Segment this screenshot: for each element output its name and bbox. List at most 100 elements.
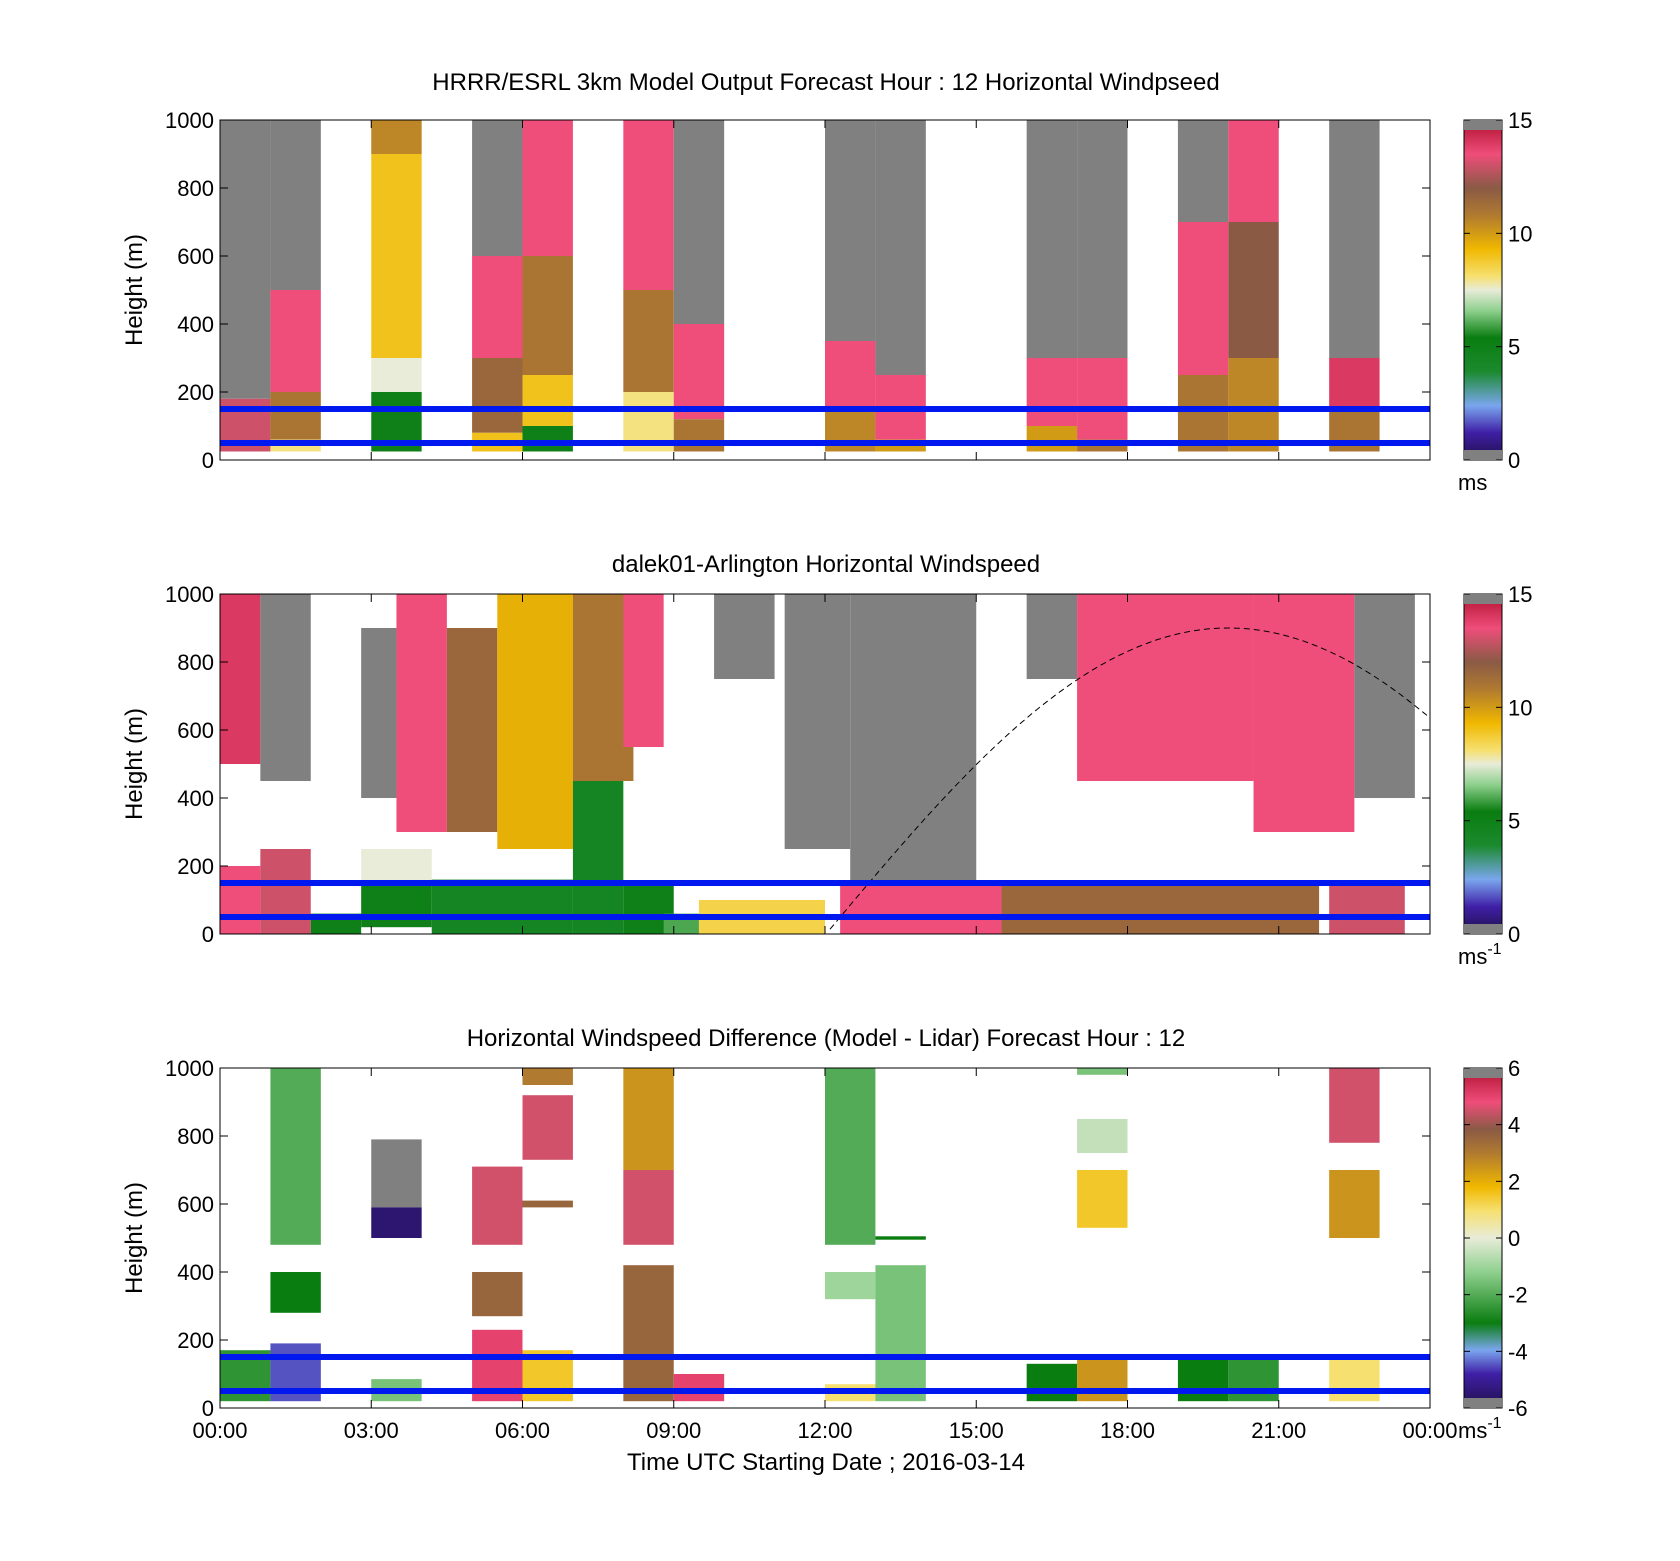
panel-difference: Horizontal Windspeed Difference (Model -…: [121, 1025, 1528, 1443]
forecast-cell: [270, 120, 321, 290]
measurement-cell: [1077, 594, 1254, 781]
measurement-cell: [1077, 1357, 1128, 1402]
forecast-cell: [623, 120, 674, 290]
colorbar-top-cap: [1464, 594, 1502, 604]
y-tick-label: 1000: [165, 1056, 214, 1081]
colorbar-tick-label: 5: [1508, 335, 1520, 360]
panel-difference-plot: [220, 1068, 1430, 1408]
y-tick-label: 0: [202, 1396, 214, 1421]
colorbar-tick-label: 5: [1508, 809, 1520, 834]
measurement-cell: [1228, 1357, 1279, 1402]
forecast-cell: [472, 358, 523, 433]
forecast-cell: [623, 290, 674, 392]
measurement-cell: [875, 1265, 926, 1402]
y-tick-label: 400: [177, 1260, 214, 1285]
panel-model-title: HRRR/ESRL 3km Model Output Forecast Hour…: [432, 69, 1219, 96]
forecast-cell: [522, 256, 573, 375]
y-tick-label: 600: [177, 1192, 214, 1217]
measurement-cell: [714, 594, 775, 679]
forecast-cell: [1026, 120, 1078, 358]
panel-lidar-y-ticks: 0 200 400 600 800 1000: [165, 582, 1430, 947]
colorbar-tick-label: 10: [1508, 221, 1532, 246]
measurement-cell: [522, 1095, 573, 1160]
forecast-cell: [522, 375, 573, 426]
colorbar-tick-label: 6: [1508, 1056, 1520, 1081]
forecast-cell: [875, 120, 926, 375]
colorbar-tick-label: 4: [1508, 1113, 1520, 1138]
y-tick-label: 1000: [165, 108, 214, 133]
y-tick-label: 800: [177, 176, 214, 201]
forecast-cell: [673, 419, 725, 452]
colorbar-bottom-cap: [1464, 924, 1502, 934]
colorbar-unit: ms-1: [1458, 1415, 1502, 1443]
y-tick-label: 800: [177, 650, 214, 675]
measurement-cell: [784, 594, 851, 849]
forecast-cell: [522, 426, 573, 452]
x-tick-label: 03:00: [344, 1418, 399, 1443]
measurement-cell: [472, 1166, 523, 1245]
y-tick-label: 200: [177, 1328, 214, 1353]
forecast-cell: [1177, 222, 1229, 375]
measurement-cell: [1077, 1170, 1128, 1228]
colorbar-tick-label: 10: [1508, 695, 1532, 720]
forecast-cell: [220, 120, 271, 399]
panel-model-colorbar: 0 5 10 15 ms: [1458, 108, 1532, 495]
measurement-cell: [260, 849, 311, 934]
forecast-cell: [1026, 358, 1078, 426]
forecast-cell: [472, 256, 523, 358]
forecast-cell: [1228, 222, 1279, 358]
measurement-cell: [1354, 594, 1415, 798]
measurement-cell: [446, 628, 498, 832]
forecast-cell: [1329, 358, 1380, 409]
measurement-cell: [1001, 883, 1320, 934]
colorbar-tick-label: -6: [1508, 1396, 1528, 1421]
y-tick-label: 1000: [165, 582, 214, 607]
forecast-cell: [1177, 375, 1229, 452]
measurement-cell: [431, 879, 573, 934]
x-axis-ticks: 00:00 03:00 06:00 09:00 12:00 15:00 18:00 21:00…: [192, 120, 1458, 1443]
colorbar-unit: ms: [1458, 470, 1487, 495]
measurement-cell: [472, 1272, 523, 1317]
colorbar-bottom-cap: [1464, 1398, 1502, 1408]
measurement-cell: [623, 1068, 674, 1170]
measurement-cell: [850, 594, 977, 883]
solar-elevation-curve: [829, 627, 1431, 930]
y-tick-label: 200: [177, 854, 214, 879]
forecast-cell: [522, 120, 573, 256]
measurement-cell: [825, 1272, 876, 1300]
x-tick-label: 09:00: [646, 1418, 701, 1443]
forecast-cell: [825, 120, 876, 341]
x-tick-label: 06:00: [495, 1418, 550, 1443]
forecast-cell: [270, 392, 321, 440]
panel-lidar-plot: [220, 594, 1431, 934]
forecast-cell: [1177, 120, 1229, 222]
measurement-cell: [1329, 1170, 1380, 1238]
measurement-cell: [1177, 1357, 1229, 1402]
panel-difference-title: Horizontal Windspeed Difference (Model -…: [467, 1025, 1186, 1052]
forecast-cell: [1026, 426, 1078, 452]
y-tick-label: 600: [177, 718, 214, 743]
forecast-cell: [673, 120, 725, 324]
measurement-cell: [623, 1170, 674, 1245]
colorbar-tick-label: -2: [1508, 1283, 1528, 1308]
colorbar-gradient: [1463, 593, 1503, 935]
measurement-cell: [572, 781, 624, 934]
forecast-cell: [371, 120, 422, 154]
measurement-cell: [1077, 1068, 1128, 1075]
y-tick-label: 400: [177, 786, 214, 811]
measurement-cell: [361, 628, 397, 798]
panel-lidar-ylabel: Height (m): [121, 708, 148, 820]
forecast-cell: [1228, 120, 1279, 222]
measurement-cell: [623, 594, 664, 747]
colorbar-top-cap: [1464, 1068, 1502, 1078]
y-tick-label: 0: [202, 922, 214, 947]
colorbar-bottom-cap: [1464, 450, 1502, 460]
colorbar-tick-label: -4: [1508, 1339, 1528, 1364]
forecast-cell: [371, 154, 422, 358]
forecast-cell: [1077, 120, 1128, 358]
measurement-cell: [270, 1068, 321, 1245]
measurement-cell: [522, 1200, 573, 1208]
panel-lidar-title: dalek01-Arlington Horizontal Windspeed: [612, 551, 1040, 578]
measurement-cell: [396, 594, 447, 832]
measurement-cell: [673, 1374, 725, 1402]
